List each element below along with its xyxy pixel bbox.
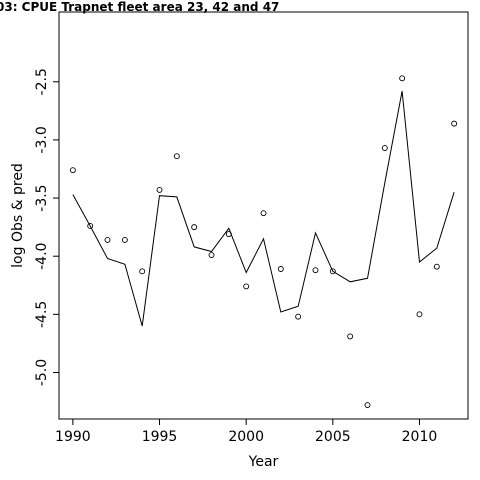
- observed-point: [433, 263, 440, 270]
- plot-frame: [58, 11, 469, 420]
- y-tick-label: -5.0: [34, 359, 50, 386]
- observed-point: [381, 145, 388, 152]
- observed-point: [329, 268, 336, 275]
- observed-point: [277, 266, 284, 272]
- y-tick-label: -4.5: [34, 301, 50, 328]
- predicted-line: [72, 91, 455, 327]
- y-axis-label: log Obs & pred: [10, 163, 26, 268]
- observed-point: [243, 283, 250, 290]
- observed-point: [416, 311, 423, 318]
- observed-point: [139, 268, 146, 275]
- observed-point: [260, 210, 267, 217]
- y-tick-label: -3.5: [34, 184, 50, 211]
- series-layer: [69, 75, 458, 408]
- observed-point: [364, 402, 371, 408]
- observed-point: [156, 186, 163, 193]
- y-axis: -5.0 -4.5 -4.0 -3.5 -3.0 -2.5: [34, 68, 59, 386]
- observed-point: [121, 236, 128, 243]
- observed-point: [347, 333, 354, 340]
- observed-point: [451, 120, 458, 127]
- chart-title: 03: CPUE Trapnet fleet area 23, 42 and 4…: [0, 0, 279, 14]
- observed-point: [399, 75, 406, 82]
- x-tick-label: 1995: [142, 429, 178, 445]
- y-tick-label: -3.0: [34, 126, 50, 153]
- observed-point: [191, 224, 198, 231]
- observed-point: [104, 236, 111, 243]
- x-tick-label: 1990: [55, 429, 91, 445]
- x-tick-label: 2010: [402, 429, 438, 445]
- x-axis-label: Year: [248, 454, 279, 470]
- x-tick-label: 2000: [228, 429, 264, 445]
- observed-point: [69, 167, 76, 174]
- x-axis: 1990 1995 2000 2005 2010: [55, 419, 437, 445]
- observed-point: [312, 267, 319, 274]
- x-tick-label: 2005: [315, 429, 351, 445]
- observed-point: [173, 153, 180, 160]
- y-tick-label: -2.5: [34, 68, 50, 95]
- observed-point: [208, 252, 215, 258]
- y-tick-label: -4.0: [34, 243, 50, 270]
- observed-point: [295, 313, 302, 320]
- observed-point: [87, 223, 94, 229]
